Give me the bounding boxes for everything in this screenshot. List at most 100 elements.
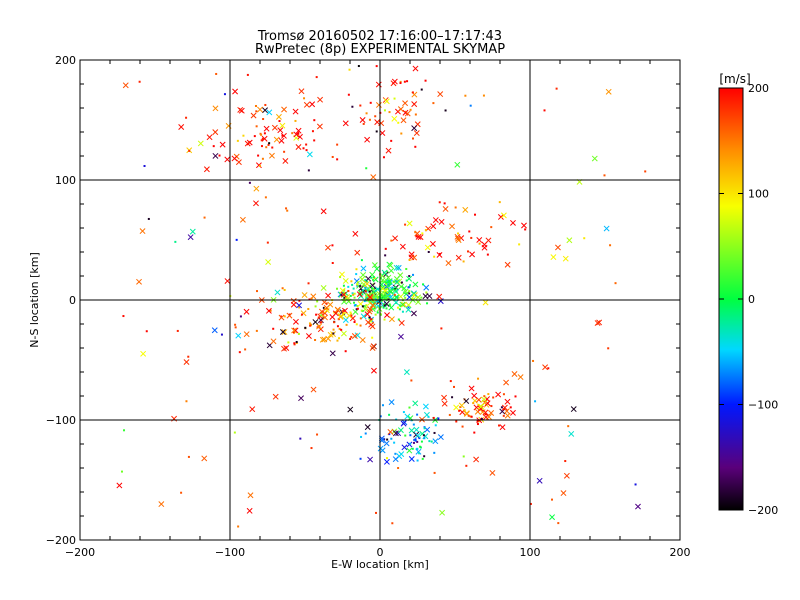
data-point-dot <box>438 252 441 255</box>
data-point-dot <box>414 439 417 442</box>
data-point-dot <box>351 283 354 286</box>
data-point-dot <box>299 437 302 440</box>
data-point-x <box>481 396 488 403</box>
data-point-dot <box>370 276 373 279</box>
data-point-dot <box>482 94 485 97</box>
data-point-x <box>243 308 250 315</box>
data-point-x <box>293 131 300 138</box>
data-point-x <box>257 106 263 113</box>
data-point-dot <box>423 455 426 458</box>
data-point-dot <box>385 304 388 307</box>
data-point-x <box>281 329 288 335</box>
data-point-x <box>212 152 219 159</box>
data-point-dot <box>457 232 460 235</box>
data-point-dot <box>316 300 319 303</box>
data-point-dot <box>469 415 472 418</box>
data-point-dot <box>398 304 401 307</box>
data-point-x <box>367 306 374 313</box>
data-point-dot <box>408 292 411 295</box>
data-point-x <box>367 456 374 463</box>
data-point-dot <box>424 228 427 231</box>
data-point-dot <box>420 88 423 91</box>
data-point-x <box>458 402 465 409</box>
data-point-dot <box>470 415 473 418</box>
data-point-x <box>332 310 339 317</box>
data-point-dot <box>418 452 421 455</box>
data-point-dot <box>362 122 365 125</box>
data-point-dot <box>255 329 258 332</box>
data-point-dot <box>212 145 215 148</box>
data-point-x <box>365 319 372 326</box>
data-point-dot <box>500 406 503 409</box>
data-point-dot <box>430 440 433 443</box>
data-point-dot <box>266 241 269 244</box>
data-point-x <box>351 333 358 339</box>
data-point-dot <box>393 97 396 100</box>
data-point-x <box>305 333 312 339</box>
data-point-dot <box>474 213 477 216</box>
data-point-dot <box>409 442 412 445</box>
data-point-x <box>359 276 365 283</box>
data-point-dot <box>333 321 336 324</box>
data-point-dot <box>498 424 501 427</box>
data-point-dot <box>386 285 389 288</box>
data-point-x <box>317 96 324 103</box>
data-point-dot <box>492 396 495 399</box>
data-point-dot <box>423 427 426 430</box>
data-point-x <box>504 412 511 419</box>
data-point-x <box>281 106 288 113</box>
data-point-dot <box>254 104 257 107</box>
data-point-x <box>178 124 185 130</box>
data-point-x <box>201 455 208 462</box>
x-tick-label: 100 <box>520 546 541 559</box>
data-point-dot <box>386 270 389 273</box>
data-point-x <box>501 404 508 411</box>
data-point-dot <box>370 287 373 290</box>
data-point-dot <box>434 424 437 427</box>
data-point-x <box>378 120 385 127</box>
data-point-x <box>206 134 213 141</box>
data-point-dot <box>301 313 304 316</box>
y-axis-label: N-S location [km] <box>28 252 41 348</box>
data-point-x <box>383 98 390 105</box>
data-point-dot <box>634 483 637 486</box>
data-point-dot <box>316 433 319 436</box>
data-point-x <box>383 440 390 447</box>
data-point-x <box>383 458 390 465</box>
data-point-dot <box>272 327 275 330</box>
colorbar-tick-label: 0 <box>748 293 755 306</box>
data-point-dot <box>314 305 317 308</box>
data-point-dot <box>366 299 369 302</box>
data-point-x <box>212 105 219 112</box>
data-point-dot <box>365 167 368 170</box>
data-point-x <box>347 406 354 413</box>
data-point-dot <box>437 417 440 420</box>
data-point-x <box>249 406 256 413</box>
data-point-x <box>596 319 603 326</box>
data-point-x <box>400 301 407 308</box>
data-point-x <box>116 482 123 489</box>
data-point-dot <box>185 400 188 403</box>
data-point-x <box>337 314 344 320</box>
data-point-x <box>422 293 429 300</box>
data-point-dot <box>458 409 461 412</box>
data-point-x <box>295 144 302 150</box>
data-point-dot <box>332 332 335 335</box>
data-point-x <box>237 106 244 113</box>
data-point-dot <box>223 93 226 96</box>
data-point-dot <box>603 174 606 177</box>
data-point-dot <box>477 377 480 380</box>
data-point-dot <box>283 315 286 318</box>
data-point-dot <box>339 276 342 279</box>
data-point-x <box>441 400 448 407</box>
data-point-x <box>437 434 444 441</box>
data-point-dot <box>411 447 414 450</box>
data-point-x <box>560 490 567 497</box>
chart-title: Tromsø 20160502 17:16:00–17:17:43 <box>257 29 502 44</box>
data-point-dot <box>180 491 183 494</box>
data-point-x <box>339 287 346 294</box>
data-point-dot <box>384 254 387 257</box>
data-point-dot <box>176 329 179 332</box>
y-tick-label: −200 <box>46 534 76 547</box>
data-point-dot <box>455 420 458 423</box>
